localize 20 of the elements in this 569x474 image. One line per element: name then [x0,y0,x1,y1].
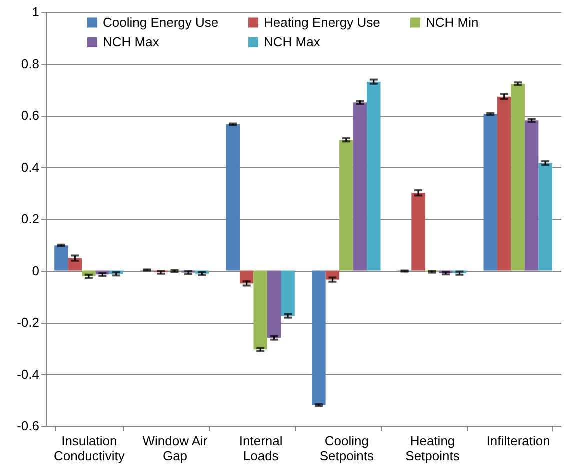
x-tick-label: Infilteration [486,434,550,448]
y-tick-label: 0.2 [21,212,40,226]
y-tick-label: -0.6 [17,418,40,434]
legend-label: NCH Max [103,34,160,50]
x-tick-label: Heating Setpoints [406,434,460,464]
x-tick-label: Internal Loads [239,434,283,464]
y-tick-label: -0.2 [17,315,40,330]
legend-label: NCH Min [426,14,479,30]
x-tick-label: Cooling Setpoints [320,434,375,464]
y-tick-label: 0 [32,263,40,278]
y-tick-label: 0.6 [21,108,40,123]
y-tick-label: 1 [32,4,40,20]
x-tick-label: Window Air Gap [142,434,208,464]
legend-label: Heating Energy Use [264,14,380,30]
legend-label: Cooling Energy Use [103,14,219,30]
legend-label: NCH Max [264,34,321,50]
y-tick-label: 0.4 [21,160,40,175]
x-tick-label: Insulation Conductivity [54,434,126,464]
y-tick-label: 0.8 [21,56,40,72]
y-tick-label: -0.4 [17,366,40,382]
